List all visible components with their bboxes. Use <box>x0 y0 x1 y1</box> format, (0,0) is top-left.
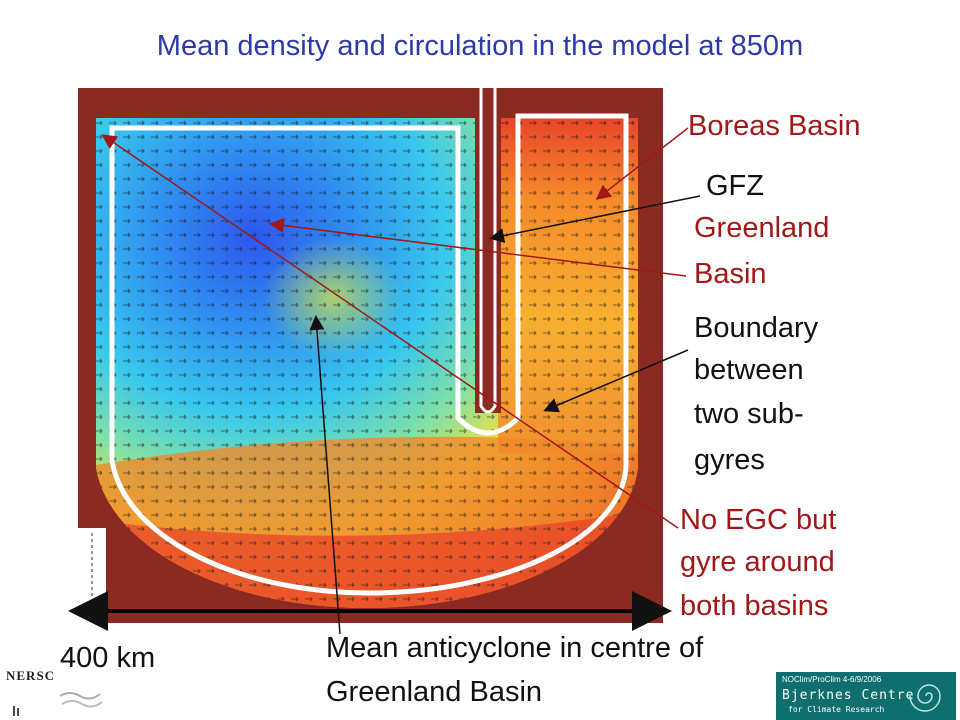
bjerknes-subtitle: for Climate Research <box>788 705 885 714</box>
scale-label: 400 km <box>60 642 156 674</box>
label-boundary-2: between <box>694 354 804 386</box>
density-circulation-map <box>78 88 663 623</box>
label-greenland-2: Basin <box>694 258 767 290</box>
nersc-logo: NERSC <box>6 668 56 683</box>
label-anticyclone-1: Mean anticyclone in centre of <box>326 632 704 664</box>
bjerknes-logo: NOClim/ProClim 4-6/9/2006 Bjerknes Centr… <box>776 672 956 720</box>
nersc-emblem-icon <box>13 692 103 716</box>
conference-date: NOClim/ProClim 4-6/9/2006 <box>782 675 882 684</box>
label-boundary-4: gyres <box>694 444 765 476</box>
depth-contour <box>109 113 629 596</box>
label-egc-2: gyre around <box>680 546 835 578</box>
label-boundary-1: Boundary <box>694 312 819 344</box>
velocity-vectors <box>96 118 638 609</box>
spiral-icon <box>909 684 941 712</box>
label-egc-1: No EGC but <box>680 504 837 536</box>
label-boreas-basin: Boreas Basin <box>688 110 861 142</box>
bjerknes-name: Bjerknes Centre <box>782 688 915 703</box>
label-anticyclone-2: Greenland Basin <box>326 676 543 708</box>
label-greenland-1: Greenland <box>694 212 830 244</box>
label-gfz: GFZ <box>706 170 764 202</box>
label-boundary-3: two sub- <box>694 398 804 430</box>
slide-title: Mean density and circulation in the mode… <box>156 30 804 62</box>
label-egc-3: both basins <box>680 590 829 622</box>
